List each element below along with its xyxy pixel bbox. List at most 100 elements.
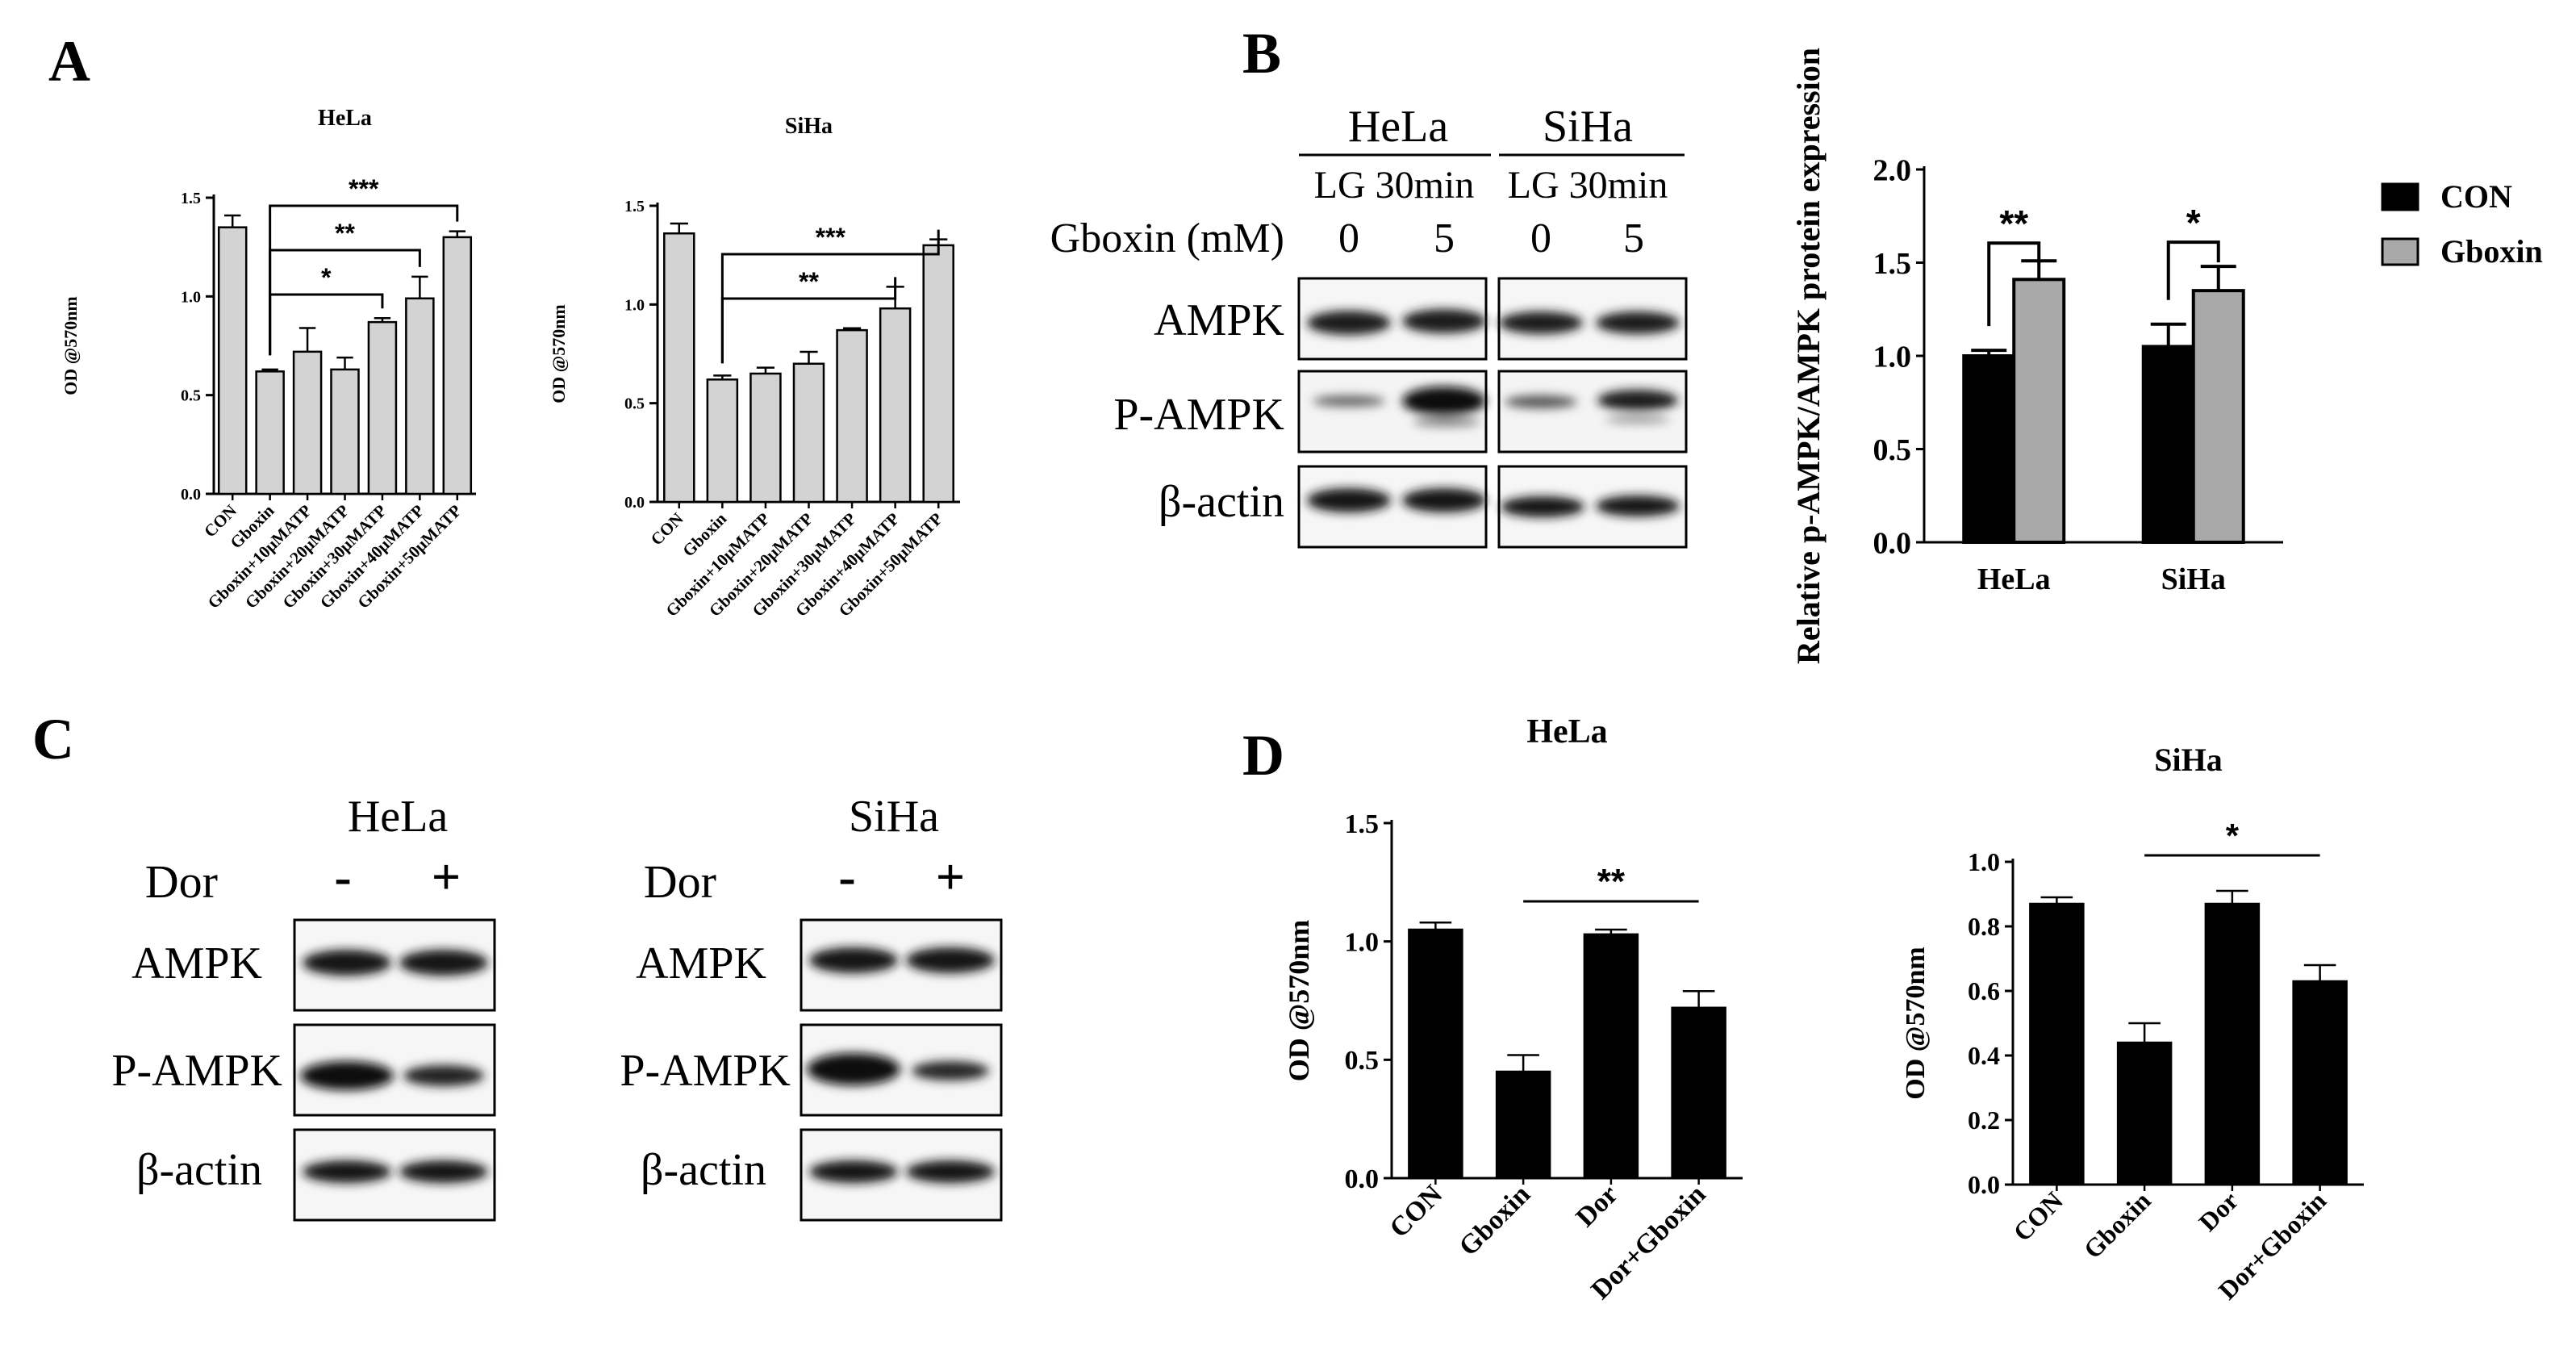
y-tick-label: 0.4: [1968, 1041, 2000, 1070]
bar: [706, 378, 739, 504]
western-blot-c: HeLa SiHa Dor Dor - + - + AMPK P-AMPK β-…: [111, 792, 1003, 1222]
significance-bracket: [720, 229, 940, 364]
y-tick-label: 1.5: [181, 190, 201, 207]
bar: [749, 372, 782, 504]
blot-b-cellline-siha: SiHa: [1543, 102, 1633, 152]
bar: [255, 370, 285, 495]
bar: [2029, 902, 2085, 1186]
bar: [663, 232, 695, 504]
significance-label: **: [799, 267, 819, 296]
x-tick-label: Dor: [1571, 1179, 1624, 1232]
chart-d-siha: SiHa 0.0 0.2 0.4 0.6 0.8 1.0 OD @570nm CON Gboxin…: [1901, 742, 2364, 1305]
bar: [217, 226, 248, 495]
y-axis-label: OD @570nm: [549, 304, 569, 403]
significance-bracket: [2166, 240, 2220, 300]
blot-band: [809, 1160, 898, 1183]
blot-band: [399, 950, 488, 976]
blot-band: [1505, 395, 1577, 408]
blot-band: [1605, 416, 1670, 424]
bar: [1962, 354, 2016, 544]
blot-b-dose-3: 0: [1530, 215, 1551, 261]
bar: [879, 307, 912, 504]
panel-label-d: D: [1242, 723, 1284, 788]
y-tick-label: 0.0: [1968, 1170, 2000, 1199]
panel-label-c: C: [32, 707, 74, 771]
blot-band: [1501, 496, 1584, 517]
blot-c-row-label-ampk-siha: AMPK: [636, 938, 766, 989]
blot-c-treatment-siha: Dor: [644, 855, 716, 908]
blot-c-dose-hela-minus: -: [334, 848, 351, 905]
y-axis-label: OD @570nm: [1901, 947, 1931, 1099]
bar: [405, 297, 435, 495]
y-tick-label: 0.0: [1345, 1164, 1380, 1194]
significance-label: *: [321, 263, 332, 292]
legend-label-gboxin: Gboxin: [2440, 233, 2543, 270]
blot-strip: [1497, 370, 1688, 454]
blot-b-row-label-pampk: P-AMPK: [1113, 390, 1284, 440]
blot-band: [1402, 488, 1486, 512]
x-tick-label: Gboxin: [1454, 1179, 1536, 1261]
y-tick-label: 0.0: [181, 486, 201, 504]
western-blot-b: HeLa SiHa LG 30min LG 30min Gboxin (mM) …: [1050, 102, 1688, 549]
significance-label: *: [2186, 202, 2201, 244]
blot-c-row-label-actin-siha: β-actin: [641, 1145, 766, 1195]
y-tick-label: 1.0: [1968, 847, 2000, 876]
blot-band: [303, 1160, 391, 1183]
y-axis-label: Relative p-AMPK/AMPK protein expression: [1790, 48, 1827, 664]
blot-b-row-label-ampk: AMPK: [1154, 295, 1284, 345]
y-tick-label: 0.8: [1968, 912, 2000, 941]
legend-swatch-con: [2381, 182, 2419, 211]
blot-c-row-label-actin-hela: β-actin: [136, 1145, 262, 1195]
y-tick-label: 1.5: [1345, 809, 1380, 839]
y-tick-label: 2.0: [1873, 153, 1912, 187]
x-tick-label: CON: [647, 509, 687, 550]
x-tick-label: Gboxin: [2078, 1185, 2156, 1264]
bar: [1495, 1070, 1551, 1180]
blot-band: [1597, 390, 1678, 411]
y-tick-label: 0.5: [1345, 1046, 1380, 1076]
significance-bracket: [269, 249, 421, 356]
bar: [292, 350, 323, 495]
x-tick-label: Dor: [2193, 1185, 2244, 1236]
blot-c-row-label-ampk-hela: AMPK: [132, 938, 262, 989]
y-tick-label: 0.6: [1968, 976, 2000, 1005]
y-tick-label: 0.5: [624, 395, 645, 413]
blot-band: [1402, 309, 1486, 333]
panel-label-b: B: [1242, 21, 1281, 86]
significance-bracket: [269, 293, 384, 356]
y-tick-label: 0.2: [1968, 1106, 2000, 1135]
blot-c-cellline-hela: HeLa: [348, 792, 449, 842]
bar: [442, 236, 473, 495]
significance-label: ***: [349, 174, 379, 203]
significance-label: **: [335, 219, 355, 248]
blot-b-dose-2: 5: [1434, 215, 1455, 261]
blot-c-row-label-pampk-hela: P-AMPK: [111, 1046, 282, 1096]
blot-b-cellline-hela: HeLa: [1348, 102, 1449, 152]
x-tick-label: HeLa: [1977, 562, 2051, 596]
chart-b-legend: CON Gboxin: [2381, 178, 2543, 270]
chart-title: HeLa: [1526, 713, 1607, 750]
y-tick-label: 0.5: [1873, 433, 1912, 467]
blot-band: [1313, 395, 1385, 407]
significance-label: ***: [816, 223, 846, 252]
significance-label: **: [1597, 862, 1626, 901]
blot-band: [912, 1061, 989, 1080]
significance-bracket: [269, 204, 459, 356]
significance-bracket: [1987, 241, 2041, 327]
significance-label: **: [1999, 203, 2028, 245]
bar: [2116, 1041, 2173, 1186]
blot-b-treatment-label: Gboxin (mM): [1050, 215, 1284, 261]
y-tick-label: 1.0: [181, 288, 201, 306]
y-tick-label: 1.0: [1345, 928, 1380, 958]
bar: [2204, 902, 2261, 1186]
blot-c-treatment-hela: Dor: [145, 855, 218, 908]
blot-band: [300, 1061, 394, 1090]
blot-c-dose-siha-minus: -: [838, 848, 855, 905]
y-axis-label: OD @570nm: [1283, 920, 1315, 1082]
blot-band: [807, 1053, 900, 1085]
chart-b-pampk-ratio: 0.0 0.5 1.0 1.5 2.0 Relative p-AMPK/AMPK prot…: [1790, 48, 2283, 664]
blot-b-dose-1: 0: [1338, 215, 1359, 261]
